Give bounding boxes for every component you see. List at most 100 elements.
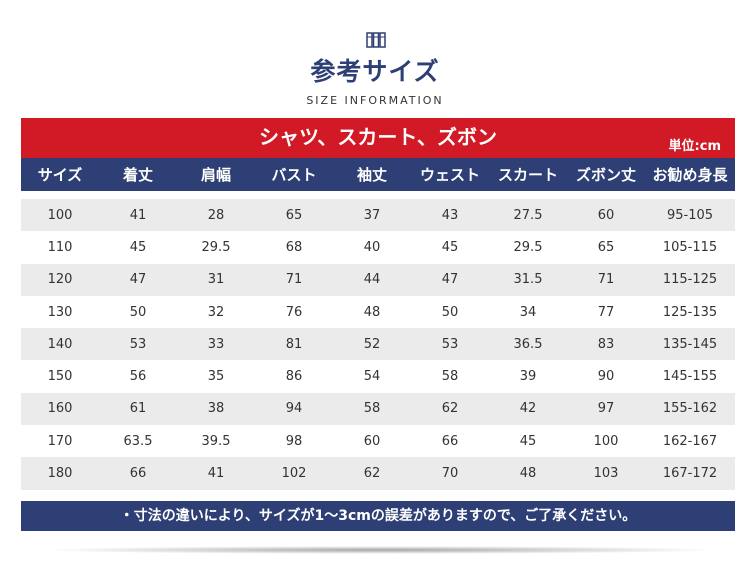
table-cell: 33 <box>207 336 225 352</box>
table-row: 130 50 32 76 48 50 34 77 125-135 <box>21 296 735 328</box>
table-cell: 47 <box>441 272 459 288</box>
table-row: 120 47 31 71 44 47 31.5 71 115-125 <box>21 263 735 296</box>
column-header: ズボン丈 <box>575 166 636 184</box>
column-header: ウェスト <box>419 166 480 184</box>
table-cell: 97 <box>597 401 615 417</box>
size-table: 100 41 28 65 37 43 27.5 60 95-105 110 45 29.5 68 40 45… <box>21 199 735 490</box>
table-cell: 83 <box>597 336 615 352</box>
table-row: 140 53 33 81 52 53 36.5 83 135-145 <box>21 328 735 361</box>
table-cell: 86 <box>285 369 303 385</box>
column-header: お勧め身長 <box>652 166 728 184</box>
table-cell: 45 <box>129 239 147 255</box>
table-cell: 170 <box>47 433 73 449</box>
column-header: バスト <box>271 166 317 184</box>
table-cell: 140 <box>47 336 73 352</box>
category-title: シャツ、スカート、ズボン <box>259 125 497 149</box>
table-row: 150 56 35 86 54 58 39 90 145-155 <box>21 360 735 392</box>
table-cell: 62 <box>441 401 459 417</box>
table-cell: 180 <box>47 466 73 482</box>
table-cell: 34 <box>519 304 537 320</box>
table-row: 180 66 41 102 62 70 48 103 167-172 <box>21 457 735 490</box>
table-cell: 40 <box>363 239 381 255</box>
table-cell: 29.5 <box>201 239 231 255</box>
table-cell: 39 <box>519 369 537 385</box>
table-cell: 115-125 <box>662 272 718 288</box>
table-cell: 37 <box>363 207 381 223</box>
table-cell: 28 <box>207 207 225 223</box>
table-cell: 43 <box>441 207 459 223</box>
table-cell: 98 <box>285 433 303 449</box>
table-cell: 65 <box>597 239 615 255</box>
table-cell: 31.5 <box>513 272 543 288</box>
table-cell: 41 <box>129 207 147 223</box>
table-cell: 53 <box>129 336 147 352</box>
table-cell: 103 <box>593 466 619 482</box>
table-cell: 52 <box>363 336 381 352</box>
table-cell: 162-167 <box>662 433 718 449</box>
page-title: 参考サイズ <box>310 57 440 86</box>
table-cell: 62 <box>363 466 381 482</box>
table-cell: 61 <box>129 401 147 417</box>
table-cell: 58 <box>363 401 381 417</box>
table-cell: 71 <box>285 272 303 288</box>
table-cell: 167-172 <box>662 466 718 482</box>
table-cell: 48 <box>519 466 537 482</box>
table-cell: 66 <box>129 466 147 482</box>
drop-shadow <box>40 546 720 554</box>
table-cell: 27.5 <box>513 207 543 223</box>
column-header: 袖丈 <box>356 166 387 184</box>
table-cell: 58 <box>441 369 459 385</box>
table-cell: 105-115 <box>662 239 718 255</box>
table-cell: 38 <box>207 401 225 417</box>
table-row: 160 61 38 94 58 62 42 97 155-162 <box>21 392 735 426</box>
table-cell: 100 <box>47 207 73 223</box>
table-cell: 102 <box>281 466 307 482</box>
table-cell: 60 <box>597 207 615 223</box>
unit-label: 単位:cm <box>668 139 721 154</box>
table-cell: 71 <box>597 272 615 288</box>
table-cell: 31 <box>207 272 225 288</box>
table-cell: 63.5 <box>123 433 153 449</box>
ruler-book-icon <box>366 30 386 50</box>
table-cell: 60 <box>363 433 381 449</box>
table-cell: 65 <box>285 207 303 223</box>
table-cell: 110 <box>47 239 73 255</box>
table-header: サイズ 着丈 肩幅 バスト 袖丈 ウェスト スカート ズボン丈 お勧め身長 <box>21 158 735 191</box>
table-cell: 160 <box>47 401 73 417</box>
column-header: 肩幅 <box>200 166 231 184</box>
table-cell: 100 <box>593 433 619 449</box>
column-header: サイズ <box>37 166 83 184</box>
table-cell: 54 <box>363 369 381 385</box>
table-cell: 56 <box>129 369 147 385</box>
table-cell: 76 <box>285 304 303 320</box>
table-cell: 155-162 <box>662 401 718 417</box>
table-cell: 35 <box>207 369 225 385</box>
table-cell: 95-105 <box>666 207 714 223</box>
table-cell: 50 <box>441 304 459 320</box>
table-cell: 70 <box>441 466 459 482</box>
table-cell: 48 <box>363 304 381 320</box>
table-cell: 125-135 <box>662 304 718 320</box>
table-row: 110 45 29.5 68 40 45 29.5 65 105-115 <box>21 231 735 263</box>
table-cell: 44 <box>363 272 381 288</box>
table-cell: 36.5 <box>513 336 543 352</box>
table-cell: 150 <box>47 369 73 385</box>
table-cell: 45 <box>441 239 459 255</box>
table-cell: 81 <box>285 336 303 352</box>
category-banner: シャツ、スカート、ズボン 単位:cm <box>21 118 735 158</box>
table-cell: 130 <box>47 304 73 320</box>
disclaimer-note: ・寸法の違いにより、サイズが1～3cmの誤差がありますので、ご了承ください。 <box>21 501 735 531</box>
table-row: 170 63.5 39.5 98 60 66 45 100 162-167 <box>21 425 735 457</box>
table-cell: 32 <box>207 304 225 320</box>
column-header: 着丈 <box>122 166 153 184</box>
table-cell: 29.5 <box>513 239 543 255</box>
table-cell: 94 <box>285 401 303 417</box>
table-cell: 50 <box>129 304 147 320</box>
table-cell: 45 <box>519 433 537 449</box>
table-cell: 41 <box>207 466 225 482</box>
table-row: 100 41 28 65 37 43 27.5 60 95-105 <box>21 199 735 232</box>
table-cell: 47 <box>129 272 147 288</box>
table-cell: 66 <box>441 433 459 449</box>
table-cell: 68 <box>285 239 303 255</box>
table-cell: 120 <box>47 272 73 288</box>
